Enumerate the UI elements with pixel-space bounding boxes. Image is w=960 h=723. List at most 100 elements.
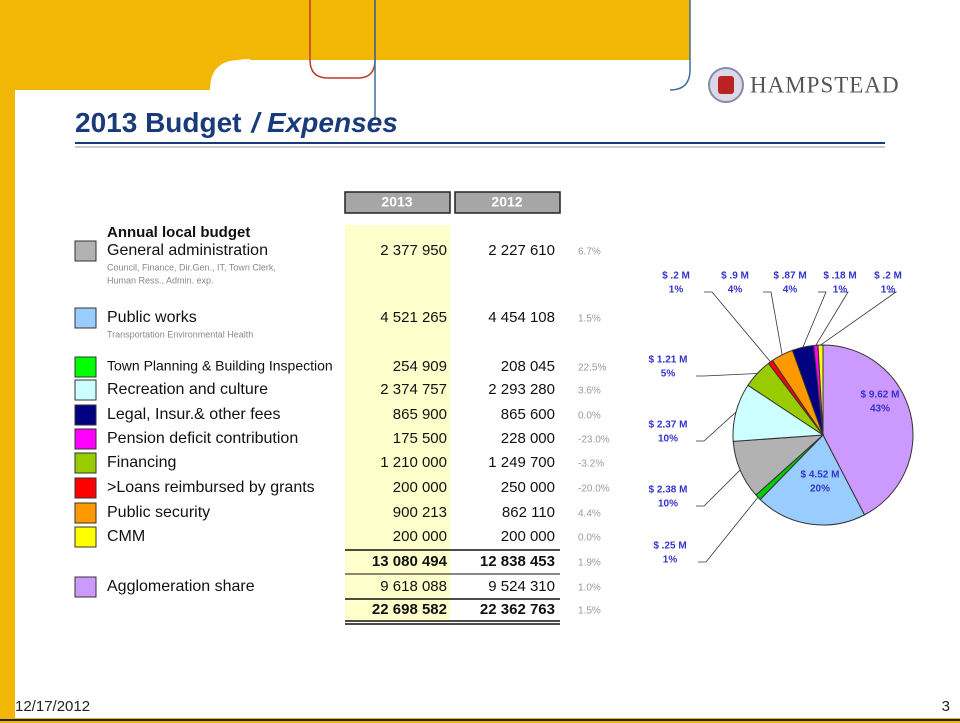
- column-header: [454, 191, 561, 214]
- value-2013: 2 377 950: [380, 242, 447, 259]
- pie-percent-label: 43%: [870, 404, 890, 415]
- pie-percent-label: 5%: [661, 369, 676, 380]
- change-pct: 1.5%: [578, 606, 601, 617]
- change-pct: 0.0%: [578, 411, 601, 422]
- column-header-text: 2012: [491, 194, 522, 210]
- change-pct: -3.2%: [578, 459, 604, 470]
- value-2013: 22 698 582: [372, 601, 447, 618]
- pie-value-label: $ 4.52 M: [801, 470, 840, 481]
- row-label: Town Planning & Building Inspection: [107, 358, 333, 374]
- change-pct: 1.9%: [578, 558, 601, 569]
- value-2013: 2 374 757: [380, 381, 447, 398]
- section-heading: Annual local budget: [107, 224, 250, 241]
- change-pct: -23.0%: [578, 435, 610, 446]
- swatch: [74, 307, 97, 329]
- swatch: [74, 576, 97, 598]
- pie-percent-label: 1%: [881, 285, 896, 296]
- leader-line: [815, 291, 849, 346]
- leader-line: [696, 411, 737, 442]
- pie-value-label: $ 2.37 M: [649, 420, 688, 431]
- pie-value-label: $ .2 M: [874, 271, 902, 282]
- pie-value-label: $ .9 M: [721, 271, 749, 282]
- row-label: General administration: [107, 242, 268, 259]
- page-number: 3: [942, 698, 950, 715]
- row-sublabel: Council, Finance, Dir.Gen., IT, Town Cle…: [107, 262, 276, 272]
- pie-percent-label: 1%: [833, 285, 848, 296]
- swatch: [74, 356, 97, 378]
- change-pct: 6.7%: [578, 247, 601, 258]
- pie-value-label: $ 9.62 M: [861, 390, 900, 401]
- pie-percent-label: 1%: [669, 285, 684, 296]
- value-2013: 4 521 265: [380, 309, 447, 326]
- value-2012: 2 293 280: [488, 381, 555, 398]
- value-2012: 4 454 108: [488, 309, 555, 326]
- content-top: [210, 0, 960, 120]
- leader-line: [696, 373, 758, 377]
- change-pct: 0.0%: [578, 533, 601, 544]
- value-2012: 200 000: [501, 528, 555, 545]
- pie-percent-label: 4%: [783, 285, 798, 296]
- value-2012: 228 000: [501, 430, 555, 447]
- value-2012: 22 362 763: [480, 601, 555, 618]
- value-2013: 175 500: [393, 430, 447, 447]
- logo-text: HAMPSTEAD: [750, 72, 900, 97]
- decor-line: [669, 0, 691, 91]
- change-pct: -20.0%: [578, 484, 610, 495]
- pie-value-label: $ .2 M: [662, 271, 690, 282]
- row-label: CMM: [107, 528, 145, 545]
- logo-shield: [718, 76, 734, 94]
- swatch: [74, 379, 97, 401]
- pie-value-label: $ .18 M: [823, 271, 856, 282]
- swatch: [74, 477, 97, 499]
- row-label: Agglomeration share: [107, 578, 255, 595]
- row-sublabel: Human Ress., Admin. exp.: [107, 275, 214, 285]
- leader-line: [763, 291, 783, 355]
- row-label: Recreation and culture: [107, 381, 268, 398]
- value-2012: 1 249 700: [488, 454, 555, 471]
- value-2013: 865 900: [393, 406, 447, 423]
- pie-slice: [822, 344, 914, 516]
- value-2013: 254 909: [393, 358, 447, 375]
- row-label: Pension deficit contribution: [107, 430, 298, 447]
- row-label: >Loans reimbursed by grants: [107, 479, 315, 496]
- swatch: [74, 452, 97, 474]
- title: 2013 Budget / Expenses: [75, 107, 398, 138]
- pie-slice: [759, 434, 866, 526]
- row-sublabel: Transportation Environmental Health: [107, 329, 253, 339]
- swatch: [74, 240, 97, 262]
- change-pct: 1.0%: [578, 583, 601, 594]
- value-2012: 9 524 310: [488, 578, 555, 595]
- value-2012: 250 000: [501, 479, 555, 496]
- change-pct: 3.6%: [578, 386, 601, 397]
- value-2012: 2 227 610: [488, 242, 555, 259]
- pie-percent-label: 1%: [663, 555, 678, 566]
- column-highlight: [345, 225, 450, 622]
- pie-percent-label: 20%: [810, 484, 830, 495]
- pie-value-label: $ 2.38 M: [649, 485, 688, 496]
- value-2013: 13 080 494: [372, 553, 448, 570]
- row-label: Public security: [107, 504, 210, 521]
- value-2012: 208 045: [501, 358, 555, 375]
- value-2013: 1 210 000: [380, 454, 447, 471]
- leader-line: [704, 291, 771, 363]
- title-main: 2013 Budget: [75, 107, 242, 138]
- row-label: Financing: [107, 454, 176, 471]
- swatch: [74, 404, 97, 426]
- pie-percent-label: 10%: [658, 434, 678, 445]
- footer-date: 12/17/2012: [15, 698, 90, 715]
- value-2012: 862 110: [502, 504, 555, 521]
- decor-line: [209, 59, 251, 101]
- column-header-text: 2013: [381, 194, 412, 210]
- swatch: [74, 428, 97, 450]
- leader-line: [820, 291, 898, 346]
- swatch: [74, 502, 97, 524]
- value-2013: 9 618 088: [380, 578, 447, 595]
- column-header: [344, 191, 451, 214]
- leader-line: [802, 291, 827, 348]
- pie-value-label: $ 1.21 M: [649, 355, 688, 366]
- row-label: Public works: [107, 309, 197, 326]
- pie-percent-label: 10%: [658, 499, 678, 510]
- change-pct: 4.4%: [578, 509, 601, 520]
- leader-line: [698, 497, 759, 563]
